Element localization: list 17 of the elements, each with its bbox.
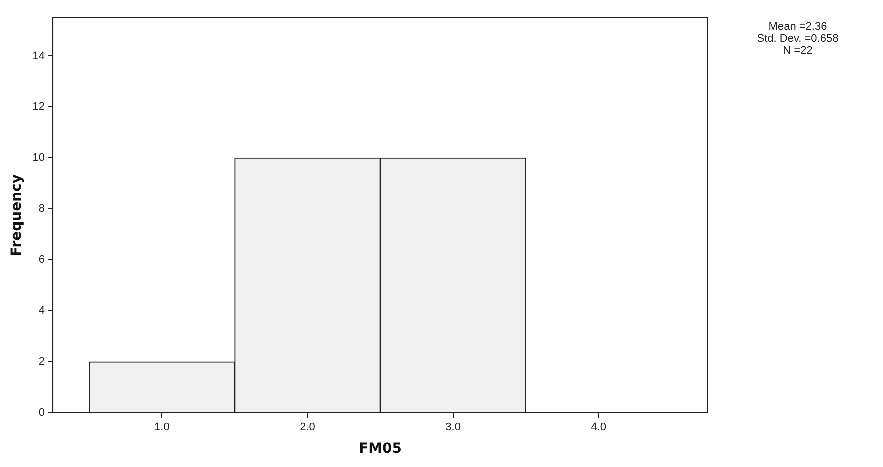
text: Std. Dev. =0.658 xyxy=(757,33,839,45)
x-tick-label: 3.0 xyxy=(446,422,461,434)
y-axis-title: Frequency xyxy=(9,174,26,256)
text: Mean =2.36 xyxy=(768,21,828,33)
y-tick-label: 12 xyxy=(32,101,46,114)
x-tick-label: 1.0 xyxy=(154,422,170,434)
y-tick-label: 4 xyxy=(38,305,46,318)
y-tick-label: 8 xyxy=(38,203,46,216)
x-axis-title: FM05 xyxy=(359,441,402,458)
y-tick-label: 6 xyxy=(38,254,46,266)
x-tick-label: 4.0 xyxy=(591,422,606,434)
x-tick-label: 2.0 xyxy=(300,422,316,434)
text: N =22 xyxy=(783,45,813,57)
y-tick-label: 10 xyxy=(32,152,46,164)
y-tick-label: 2 xyxy=(38,356,46,368)
y-tick-label: 0 xyxy=(38,407,46,420)
y-tick-label: 14 xyxy=(32,50,46,62)
